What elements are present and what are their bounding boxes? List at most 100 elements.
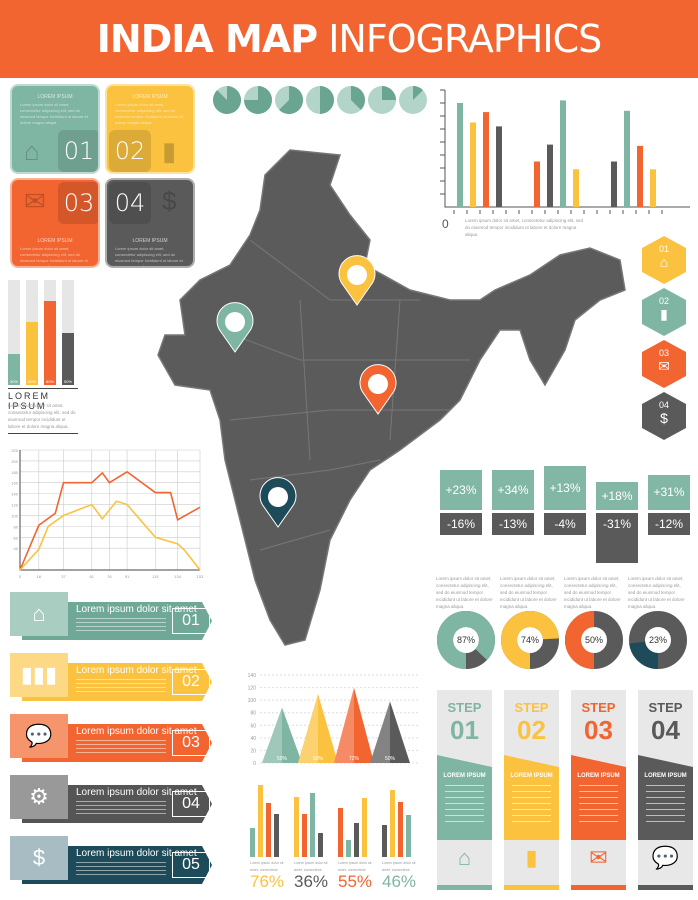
list-item-03: 💬 Lorem ipsum dolor sit amet 03 <box>10 714 230 762</box>
envelope-icon: ✉ <box>24 186 46 216</box>
step-panel-title: LOREM IPSUM <box>510 773 553 779</box>
list-title: Lorem ipsum dolor sit amet <box>76 665 197 676</box>
bar-orange <box>338 808 343 857</box>
bar-group-percent: 55% <box>338 872 373 891</box>
step-02: STEP 02 LOREM IPSUM ▮ <box>504 690 559 890</box>
donut-caption: Lorem ipsum dolor sit amet, consectetur … <box>564 576 621 609</box>
bar-gray <box>611 161 617 207</box>
y-tick-label: 120 <box>11 503 18 508</box>
state-border <box>389 299 401 441</box>
list-number: 05 <box>172 852 210 878</box>
bar-chart-icon: ▮ <box>162 136 177 166</box>
triangle-highlight <box>334 687 354 763</box>
pin-center <box>268 487 288 507</box>
map-pin-orange <box>359 364 397 415</box>
pie-progress-row <box>213 86 427 114</box>
x-tick-label: 61 <box>90 574 95 579</box>
donut-label: 74% <box>521 635 539 645</box>
donut-chart: 74% <box>501 611 559 669</box>
bar-group-caption: Lorem ipsum dolor sit amet, consectetur … <box>294 861 328 872</box>
bar-group-percent: 46% <box>382 872 417 891</box>
vbars-title: LOREM IPSUM <box>8 388 78 411</box>
bar-gray <box>354 823 359 857</box>
increase-box: +18% <box>596 482 638 510</box>
step-panel: LOREM IPSUM <box>638 755 693 840</box>
step-label: STEP <box>648 700 683 715</box>
step-bottom-bar <box>638 885 693 890</box>
triangle-label: 60% <box>313 756 324 762</box>
x-tick-label: 115 <box>152 574 159 579</box>
header-title: INDIA MAP INFOGRAPHICS <box>0 0 698 78</box>
list-title: Lorem ipsum dolor sit amet <box>76 848 197 859</box>
donut-chart: 50% <box>565 611 623 669</box>
y-tick-label: 100 <box>248 698 257 704</box>
bar-teal <box>624 110 630 207</box>
list-text-lines <box>76 862 166 878</box>
pin-center <box>225 312 245 332</box>
y-tick-label: 120 <box>248 686 257 692</box>
tile-paragraph: Lorem ipsum dolor sit amet, consectetur … <box>20 102 88 125</box>
line-series-orange <box>19 470 201 571</box>
donut-label: 87% <box>457 635 475 645</box>
pie-slice <box>279 86 303 114</box>
step-03: STEP 03 LOREM IPSUM ✉ <box>571 690 626 890</box>
list-title: Lorem ipsum dolor sit amet <box>76 604 197 615</box>
caption-text: Lorem ipsum dolor sit amet, consectetur … <box>465 218 584 237</box>
donut-caption: Lorem ipsum dolor sit amet, consectetur … <box>628 576 685 609</box>
bar-group-caption: Lorem ipsum dolor sit amet, consectetur … <box>382 861 416 872</box>
step-panel: LOREM IPSUM <box>504 755 559 840</box>
bar-gray <box>547 144 553 207</box>
pie-slice <box>382 86 396 100</box>
donut-value <box>501 611 559 669</box>
pie-slice <box>413 86 423 100</box>
gears-icon: ⚙ <box>10 775 68 819</box>
donut-caption: Lorem ipsum dolor sit amet, consectetur … <box>436 576 493 609</box>
triangle-orange <box>334 687 374 763</box>
tile-title: LOREM IPSUM <box>132 238 168 244</box>
bar-yellow <box>294 797 299 857</box>
step-number: 02 <box>517 715 546 745</box>
list-item-04: ⚙ Lorem ipsum dolor sit amet 04 <box>10 775 230 823</box>
hexagon-number: 04 <box>658 400 669 410</box>
tile-number: 03 <box>58 182 98 224</box>
list-item-01: ⌂ Lorem ipsum dolor sit amet 01 <box>10 592 230 640</box>
bar-orange <box>637 145 643 207</box>
decrease-box: -13% <box>492 513 534 535</box>
list-number: 01 <box>172 608 210 634</box>
increase-box: +13% <box>544 466 586 510</box>
tile-title: LOREM IPSUM <box>132 94 168 100</box>
x-tick-label: 76 <box>107 574 112 579</box>
bar-gray <box>382 824 387 857</box>
donut-chart: 87% <box>437 611 495 669</box>
step-04: STEP 04 LOREM IPSUM 💬 <box>638 690 693 890</box>
bar-group-percent: 76% <box>250 872 285 891</box>
bar-teal <box>250 828 255 857</box>
list-text-lines <box>76 679 166 695</box>
pie-slice <box>351 86 365 110</box>
step-text-lines <box>646 785 685 825</box>
y-tick-label: 160 <box>11 481 18 486</box>
home-icon: ⌂ <box>457 845 472 870</box>
progress-fill <box>44 301 56 385</box>
line-chart: 40 60 80 100 120 140 160 180 200 220 0 16 37 61 76 91 11… <box>11 448 204 579</box>
bar-yellow <box>470 122 476 207</box>
step-text-lines <box>445 785 484 825</box>
tile-01: LOREM IPSUM Lorem ipsum dolor sit amet, c… <box>10 84 100 174</box>
list-number: 02 <box>172 669 210 695</box>
y-tick-label: 80 <box>14 524 19 529</box>
step-bottom-bar <box>437 885 492 890</box>
y-tick-label: 140 <box>11 492 18 497</box>
step-label: STEP <box>514 700 549 715</box>
list-item-05: $ Lorem ipsum dolor sit amet 05 <box>10 836 230 884</box>
y-tick-label: 100 <box>11 513 18 518</box>
home-icon: ⌂ <box>10 592 68 636</box>
tile-paragraph: Lorem ipsum dolor sit amet, consectetur … <box>115 246 183 268</box>
tile-02: LOREM IPSUM Lorem ipsum dolor sit amet, c… <box>105 84 195 174</box>
hexagon-number: 01 <box>658 244 669 254</box>
y-tick-label: 20 <box>250 748 256 754</box>
bar-chart-icon: ▮ <box>660 306 668 322</box>
step-label: STEP <box>447 700 482 715</box>
y-tick-label: 40 <box>250 736 256 742</box>
bar-chart-icon: ▮ <box>525 845 538 870</box>
hexagon-number: 03 <box>658 348 669 358</box>
